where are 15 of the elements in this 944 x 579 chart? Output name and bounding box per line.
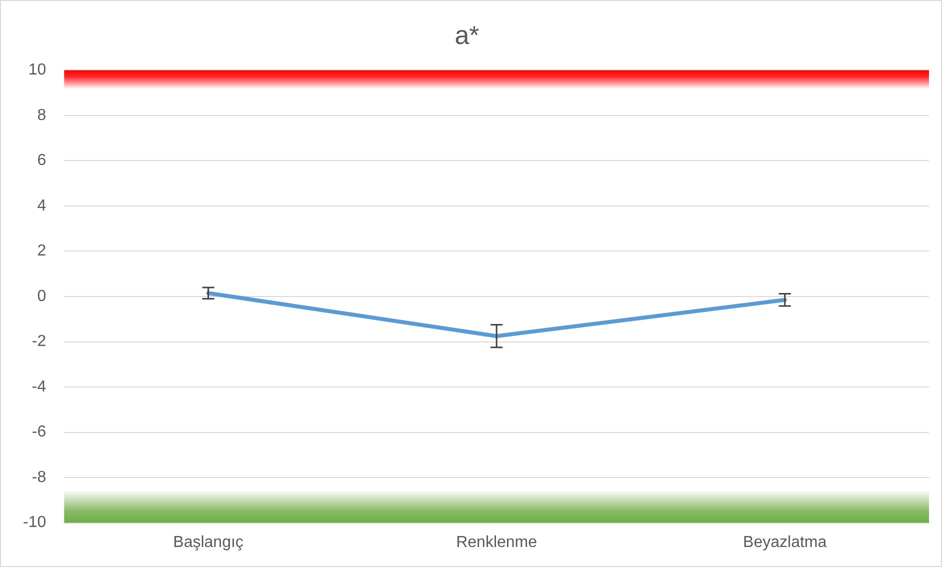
y-tick-label: 4 [37, 197, 46, 214]
y-tick-label: 6 [37, 152, 46, 170]
x-tick-label: Renklenme [456, 534, 538, 551]
y-tick-label: -6 [32, 424, 46, 441]
y-tick-label: 2 [37, 242, 46, 260]
y-tick-label: 0 [37, 288, 46, 305]
y-tick-label: 10 [28, 62, 46, 79]
y-tick-label: -10 [23, 514, 46, 532]
chart-title: a* [454, 20, 480, 50]
y-tick-label: 8 [37, 106, 46, 124]
y-tick-label: -8 [32, 468, 46, 486]
y-tick-label: -4 [32, 378, 46, 396]
x-tick-label: Beyazlatma [743, 534, 827, 551]
x-tick-label: Başlangıç [173, 534, 244, 551]
y-tick-label: -2 [32, 333, 46, 350]
